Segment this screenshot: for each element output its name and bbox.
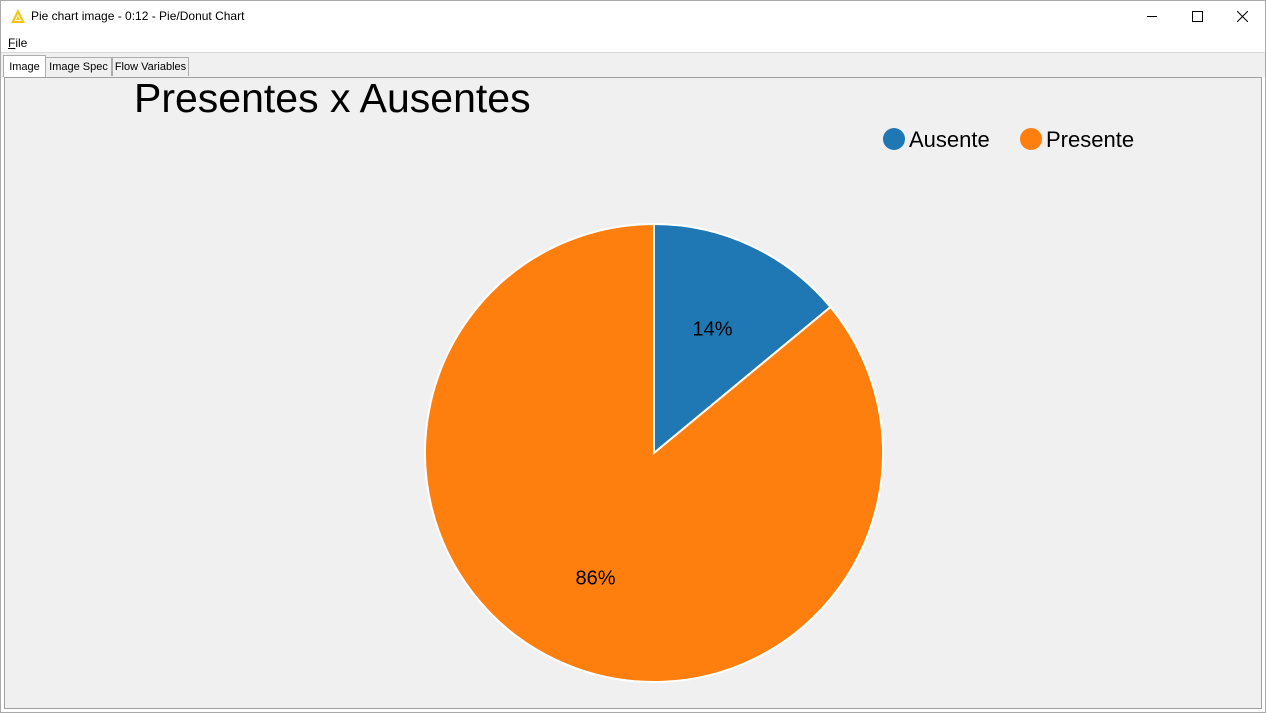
legend-swatch [883,128,905,150]
pie-labels: 14% 86% [575,319,732,590]
window-title: Pie chart image - 0:12 - Pie/Donut Chart [31,9,245,23]
maximize-icon [1191,11,1203,22]
minimize-icon [1146,16,1157,17]
legend-swatch [1020,128,1042,150]
tab-image[interactable]: Image [3,55,46,77]
pie-chart: Presentes x Ausentes Ausente Presente 14%… [134,78,1134,683]
menu-file[interactable]: File [8,36,27,50]
legend-item-presente[interactable]: Presente [1020,127,1134,152]
legend-label: Presente [1046,127,1134,152]
tab-image-spec[interactable]: Image Spec [45,57,112,76]
image-panel: Presentes x Ausentes Ausente Presente 14%… [4,77,1262,709]
chart-legend: Ausente Presente [883,127,1134,152]
tab-strip: Image Image Spec Flow Variables [1,52,1265,77]
maximize-button[interactable] [1174,1,1220,32]
menu-bar: File [1,33,1265,52]
tab-flow-variables[interactable]: Flow Variables [112,57,189,76]
pie-slices [424,222,884,683]
legend-item-ausente[interactable]: Ausente [883,127,990,152]
close-icon [1236,11,1248,22]
title-bar[interactable]: Pie chart image - 0:12 - Pie/Donut Chart [1,1,1265,32]
menu-file-mnemonic: F [8,36,16,50]
menu-file-label: ile [15,36,28,50]
knime-triangle-icon [11,9,25,23]
pie-slice-ausente [653,222,832,456]
minimize-button[interactable] [1129,1,1175,32]
legend-label: Ausente [909,127,990,152]
pie-slice-presente [424,222,884,683]
close-button[interactable] [1219,1,1265,32]
pie-label-ausente: 14% [692,319,732,341]
pie-label-presente: 86% [575,567,615,589]
chart-title: Presentes x Ausentes [134,78,531,121]
